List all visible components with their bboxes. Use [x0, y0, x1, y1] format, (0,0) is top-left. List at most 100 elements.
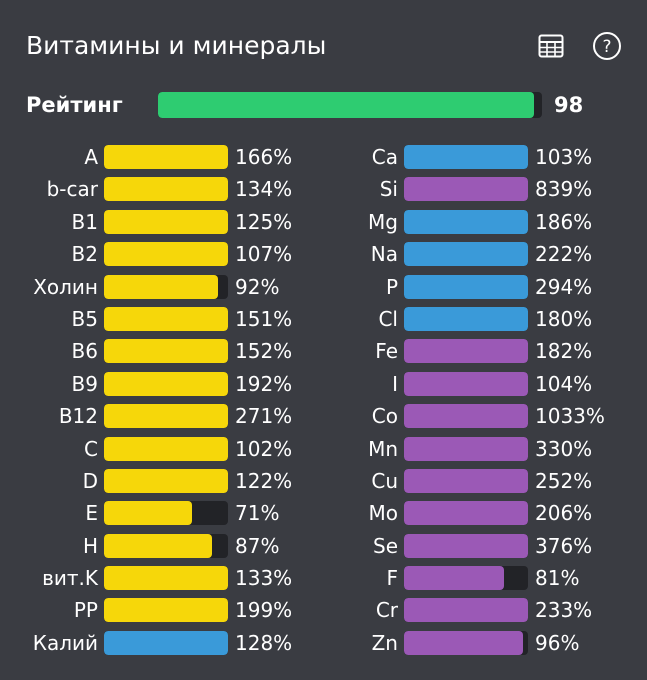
- nutrient-bar-fill: [404, 209, 528, 234]
- nutrient-label: Si: [379, 177, 398, 202]
- nutrient-bar-fill: [104, 339, 228, 364]
- nutrient-value: 151%: [235, 306, 293, 331]
- svg-text:?: ?: [602, 37, 611, 57]
- nutrient-row: Se 376%: [300, 530, 620, 562]
- nutrient-row: B5 151%: [0, 303, 320, 335]
- nutrient-bar: [104, 436, 228, 461]
- nutrient-value: 271%: [235, 404, 293, 429]
- nutrient-value: 182%: [535, 339, 593, 364]
- nutrient-value: 96%: [535, 630, 580, 655]
- nutrient-label: D: [82, 468, 98, 493]
- nutrient-bar: [404, 145, 528, 169]
- nutrient-bar: [104, 371, 228, 396]
- nutrient-bar: [104, 209, 228, 234]
- nutrient-row: Холин 92%: [0, 271, 320, 303]
- nutrient-row: Mg 186%: [300, 206, 620, 238]
- nutrient-label: Fe: [375, 339, 398, 364]
- nutrient-value: 252%: [535, 468, 593, 493]
- nutrient-label: B6: [71, 339, 98, 364]
- header: Витамины и минералы ?: [26, 28, 623, 68]
- nutrient-bar: [104, 274, 228, 299]
- nutrient-value: 180%: [535, 306, 593, 331]
- nutrient-bar: [104, 566, 228, 591]
- nutrient-bar-fill: [104, 371, 228, 396]
- nutrient-bar-fill: [404, 533, 528, 558]
- nutrient-row: Cr 233%: [300, 594, 620, 626]
- nutrient-label: Mo: [368, 501, 399, 526]
- nutrient-bar: [104, 533, 228, 558]
- nutrient-bar: [404, 404, 528, 429]
- nutrient-bar-fill: [404, 598, 528, 623]
- nutrient-row: Ca 103%: [300, 141, 620, 173]
- nutrient-bar-fill: [404, 468, 528, 493]
- nutrient-label: Калий: [32, 630, 98, 655]
- nutrient-value: 128%: [235, 630, 293, 655]
- nutrient-bar-fill: [404, 145, 528, 169]
- nutrient-bar-fill: [404, 630, 524, 655]
- nutrient-bar: [404, 533, 528, 558]
- nutrient-bar: [404, 274, 528, 299]
- nutrient-row: Fe 182%: [300, 335, 620, 367]
- nutrient-bar-fill: [104, 145, 228, 169]
- nutrient-bar-fill: [104, 177, 228, 202]
- nutrient-bar: [404, 209, 528, 234]
- nutrient-label: PP: [73, 598, 98, 623]
- rating-row: Рейтинг 98: [26, 88, 626, 122]
- nutrient-bar: [104, 501, 228, 526]
- nutrient-bar-fill: [104, 209, 228, 234]
- nutrient-bar-fill: [104, 242, 228, 267]
- nutrient-value: 206%: [535, 501, 593, 526]
- nutrient-row: B9 192%: [0, 368, 320, 400]
- nutrient-label: Ca: [371, 145, 398, 169]
- nutrient-value: 152%: [235, 339, 293, 364]
- nutrient-value: 134%: [235, 177, 293, 202]
- nutrient-row: Cl 180%: [300, 303, 620, 335]
- nutrient-row: I 104%: [300, 368, 620, 400]
- nutrient-row: B6 152%: [0, 335, 320, 367]
- nutrient-bar-fill: [404, 501, 528, 526]
- minerals-column: Ca 103% Si 839% Mg 186% Na 222% P 294% Cl 180% Fe 182…: [300, 141, 620, 659]
- nutrient-bar: [404, 242, 528, 267]
- nutrient-value: 103%: [535, 145, 593, 169]
- nutrient-label: A: [84, 145, 98, 169]
- help-icon[interactable]: ?: [591, 30, 623, 62]
- nutrient-value: 839%: [535, 177, 593, 202]
- nutrient-bar: [404, 339, 528, 364]
- rating-bar: [158, 92, 542, 118]
- nutrient-value: 71%: [235, 501, 280, 526]
- nutrient-value: 192%: [235, 371, 293, 396]
- nutrient-bar: [104, 404, 228, 429]
- nutrient-label: H: [82, 533, 98, 558]
- nutrient-value: 199%: [235, 598, 293, 623]
- nutrient-row: Co 1033%: [300, 400, 620, 432]
- nutrient-row: D 122%: [0, 465, 320, 497]
- nutrient-value: 81%: [535, 566, 580, 591]
- nutrient-bar: [104, 145, 228, 169]
- nutrient-label: b-car: [46, 177, 98, 202]
- nutrient-bar-fill: [104, 306, 228, 331]
- nutrient-label: B12: [58, 404, 98, 429]
- nutrient-row: Zn 96%: [300, 627, 620, 659]
- nutrient-label: I: [392, 371, 398, 396]
- nutrient-bar-fill: [404, 436, 528, 461]
- nutrient-label: Холин: [33, 274, 98, 299]
- nutrient-value: 166%: [235, 145, 293, 169]
- nutrient-row: A 166%: [0, 141, 320, 173]
- nutrient-bar-fill: [104, 630, 228, 655]
- rating-bar-fill: [158, 92, 535, 118]
- nutrient-row: B12 271%: [0, 400, 320, 432]
- nutrient-label: B9: [71, 371, 98, 396]
- nutrient-bar-fill: [404, 339, 528, 364]
- nutrient-label: F: [386, 566, 398, 591]
- nutrient-row: Si 839%: [300, 173, 620, 205]
- nutrient-label: Cr: [375, 598, 398, 623]
- nutrient-bar: [104, 598, 228, 623]
- nutrient-bar: [404, 598, 528, 623]
- table-icon[interactable]: [535, 30, 567, 62]
- nutrient-bar-fill: [404, 242, 528, 267]
- nutrient-bar-fill: [104, 436, 228, 461]
- nutrient-bar: [404, 306, 528, 331]
- nutrient-row: Cu 252%: [300, 465, 620, 497]
- nutrient-bar-fill: [104, 274, 219, 299]
- nutrient-row: b-car 134%: [0, 173, 320, 205]
